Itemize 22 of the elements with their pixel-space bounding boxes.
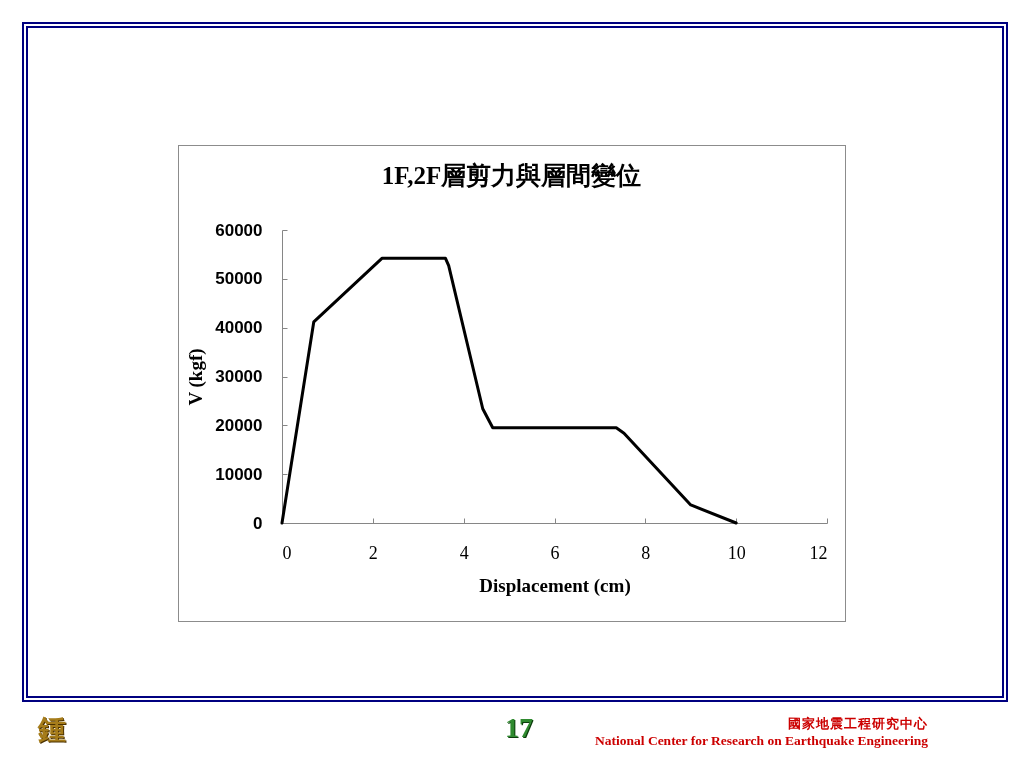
y-tick-label: 40000 [215,318,263,338]
y-tick-label: 10000 [215,464,263,484]
x-tick-label: 12 [809,542,828,563]
y-tick-label: 60000 [215,220,263,240]
text: 17 [505,712,533,744]
x-axis-title: Displacement (cm) [479,574,631,597]
text: 鍾 [38,713,66,747]
x-tick-label: 0 [282,542,292,563]
x-tick-label: 4 [459,542,469,563]
x-tick-label: 6 [550,542,560,563]
chart-title: 1F,2F層剪力與層間變位 [381,162,642,189]
y-tick-label: 20000 [215,415,263,435]
y-tick-label: 50000 [215,269,263,289]
y-tick-label: 0 [253,513,263,533]
text: National Center for Research on Earthquake Engineering [595,733,928,749]
x-tick-label: 10 [727,542,746,563]
x-tick-label: 8 [641,542,651,563]
y-tick-label: 30000 [215,367,263,386]
text: 國家地震工程研究中心 [788,715,928,733]
y-axis-title: V (kgf) [185,348,208,406]
x-tick-label: 2 [368,542,378,563]
line-series [280,256,738,525]
